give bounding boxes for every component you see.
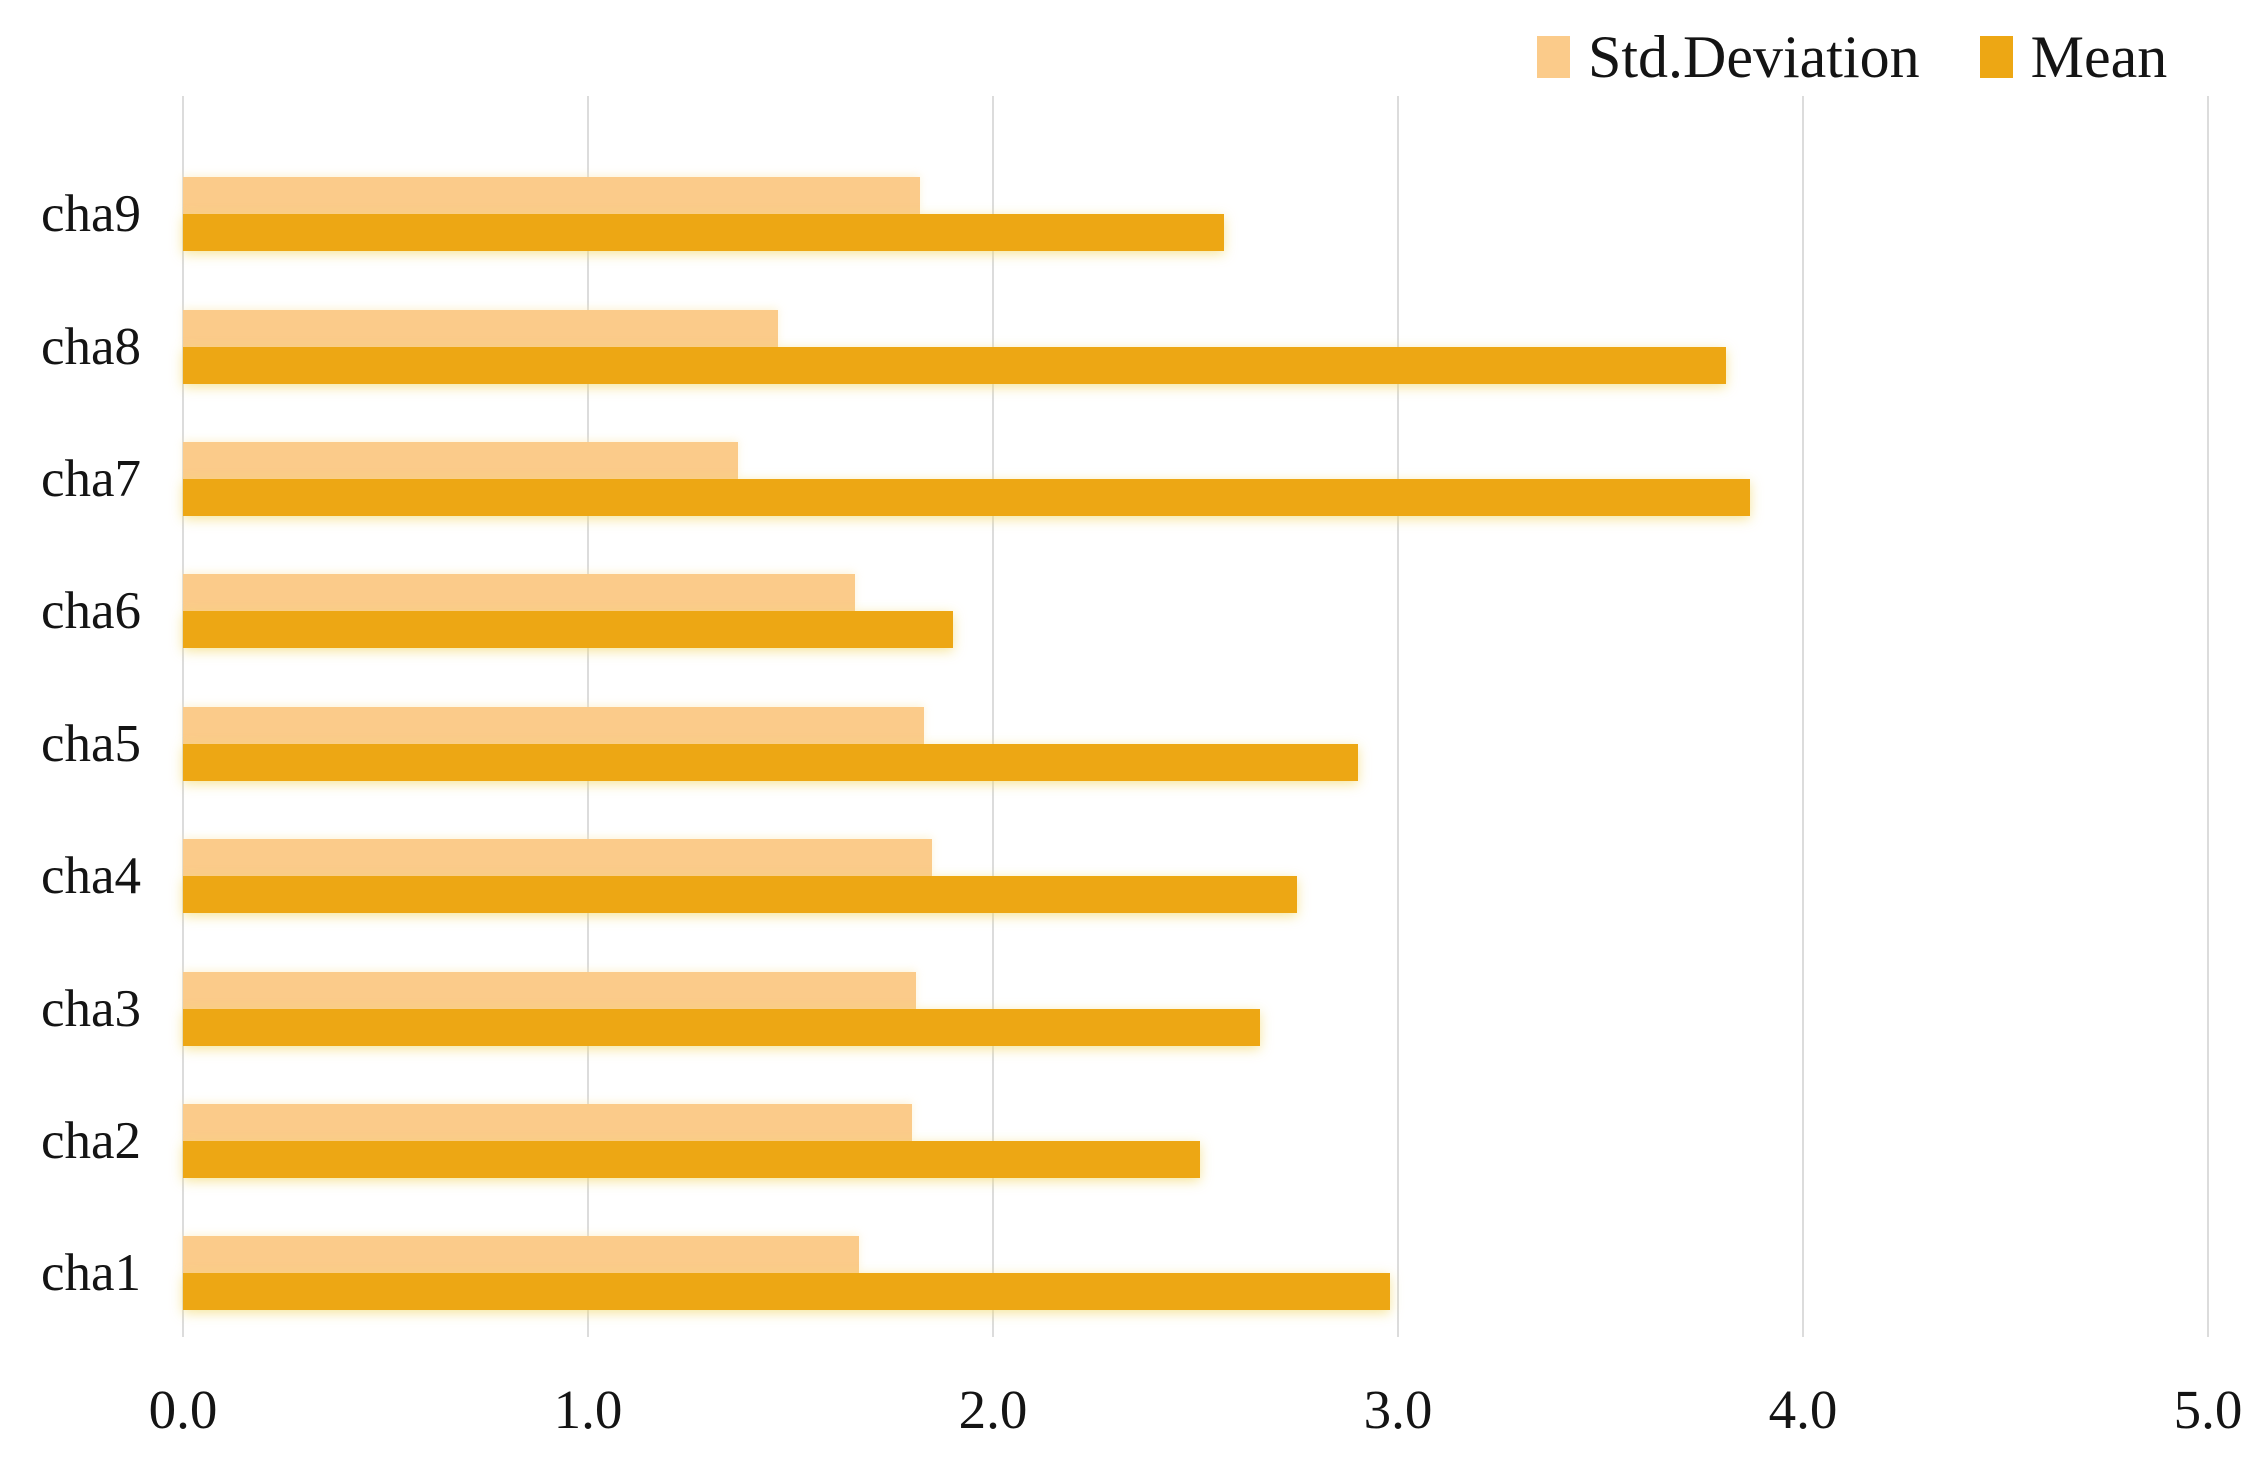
legend-item-std-deviation: Std.Deviation <box>1537 20 1920 94</box>
bar-mean-cha6 <box>183 611 953 649</box>
x-tick-label-1.0: 1.0 <box>553 1379 623 1440</box>
bar-std-cha7 <box>183 442 738 479</box>
bar-std-cha5 <box>183 706 925 744</box>
category-label-cha6: cha6 <box>40 582 141 641</box>
category-label-cha4: cha4 <box>40 847 141 906</box>
x-tick-label-4.0: 4.0 <box>1768 1379 1838 1440</box>
x-tick-label-3.0: 3.0 <box>1363 1379 1433 1440</box>
x-tick-label-5.0: 5.0 <box>2173 1379 2243 1440</box>
category-label-cha7: cha7 <box>40 450 141 508</box>
legend-label-mean: Mean <box>2030 24 2168 90</box>
bar-std-cha9 <box>183 177 921 215</box>
category-label-cha2: cha2 <box>40 1112 141 1170</box>
legend-item-mean: Mean <box>1979 20 2168 94</box>
bar-mean-cha8 <box>183 346 1727 384</box>
bar-std-cha2 <box>183 1104 912 1141</box>
bar-std-cha4 <box>183 839 933 877</box>
bar-mean-cha7 <box>183 479 1751 516</box>
gridline-4 <box>1802 96 1804 1337</box>
bar-std-cha3 <box>183 971 917 1009</box>
category-label-cha5: cha5 <box>40 714 141 773</box>
category-label-cha3: cha3 <box>40 979 141 1038</box>
gridline-2 <box>992 96 994 1337</box>
chart-legend: Std.Deviation Mean <box>1537 20 2167 94</box>
gridline-5 <box>2207 96 2209 1337</box>
bar-mean-cha9 <box>183 214 1224 252</box>
bar-std-cha1 <box>183 1236 860 1274</box>
bar-mean-cha1 <box>183 1273 1390 1311</box>
bar-std-cha6 <box>183 574 856 612</box>
bar-mean-cha5 <box>183 743 1358 781</box>
bar-mean-cha4 <box>183 876 1297 914</box>
x-tick-label-2.0: 2.0 <box>958 1379 1028 1440</box>
gridline-3 <box>1397 96 1399 1337</box>
legend-label-std-deviation: Std.Deviation <box>1588 24 1920 90</box>
bar-mean-cha2 <box>183 1141 1200 1178</box>
mean-swatch-icon <box>1979 36 2013 78</box>
category-label-cha8: cha8 <box>40 317 141 376</box>
bar-mean-cha3 <box>183 1008 1261 1046</box>
x-tick-label-0.0: 0.0 <box>148 1379 218 1440</box>
std-deviation-swatch-icon <box>1537 36 1570 78</box>
bar-std-cha8 <box>183 309 779 347</box>
category-label-cha1: cha1 <box>40 1244 141 1303</box>
category-label-cha9: cha9 <box>40 185 141 244</box>
